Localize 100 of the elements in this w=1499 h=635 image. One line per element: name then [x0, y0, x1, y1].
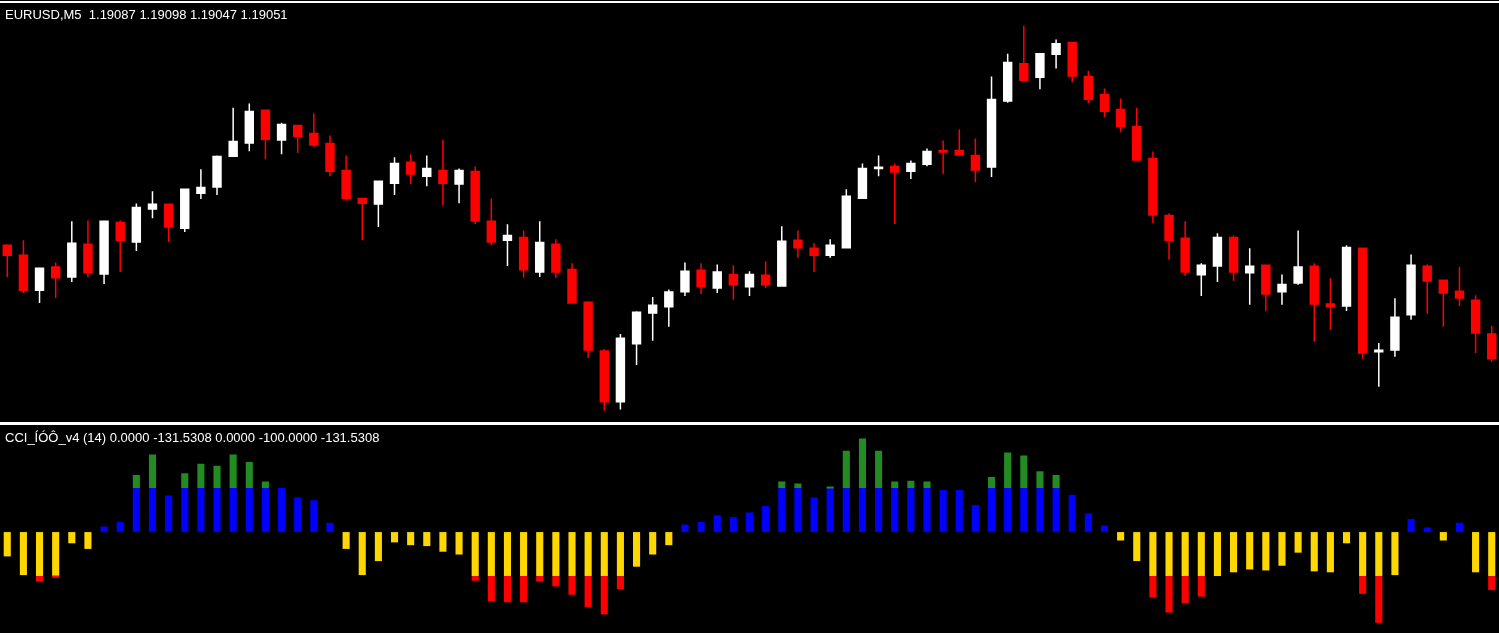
- bar: [1375, 532, 1383, 577]
- candlestick: [1487, 325, 1497, 363]
- candlestick: [567, 262, 577, 304]
- candlestick: [163, 202, 174, 243]
- bar: [1213, 532, 1221, 577]
- candlestick: [583, 300, 593, 359]
- candlestick: [1454, 266, 1465, 307]
- bar: [1020, 488, 1028, 533]
- candlestick: [986, 75, 997, 178]
- candlestick: [1180, 220, 1190, 277]
- bar: [842, 450, 850, 489]
- bar: [455, 532, 463, 555]
- bar: [1004, 488, 1012, 533]
- bar: [842, 488, 850, 533]
- candlestick: [1277, 273, 1287, 306]
- bar: [1197, 576, 1205, 597]
- bar: [116, 521, 124, 533]
- candlestick: [1261, 263, 1271, 312]
- bar: [197, 488, 205, 533]
- bar: [600, 532, 608, 577]
- candlestick: [1132, 106, 1142, 161]
- bar: [229, 488, 237, 533]
- bar: [100, 526, 108, 533]
- bar: [1020, 455, 1028, 489]
- bar: [536, 532, 544, 577]
- bar: [939, 489, 947, 533]
- bar: [778, 488, 786, 533]
- bar: [923, 488, 931, 533]
- bar: [407, 532, 415, 546]
- bar: [503, 576, 512, 603]
- bar: [503, 532, 512, 577]
- candlestick: [502, 223, 513, 267]
- candlestick: [1035, 53, 1045, 90]
- candlestick: [1406, 253, 1416, 321]
- bar: [1052, 475, 1060, 489]
- bar: [1246, 532, 1254, 570]
- candlestick: [260, 109, 271, 161]
- bar: [568, 576, 576, 595]
- candlestick: [1357, 247, 1368, 360]
- bar: [132, 475, 140, 489]
- bar: [1278, 532, 1286, 566]
- bar: [52, 532, 60, 577]
- candlestick: [744, 270, 755, 297]
- bar: [536, 576, 544, 582]
- bar: [584, 576, 592, 607]
- candlestick: [147, 190, 158, 219]
- candlestick: [244, 102, 254, 152]
- bar: [68, 532, 76, 544]
- chart-title: CCI_ÍÓÔ_v4 (14) 0.0000 -131.5308 0.0000 -100.0000 -131.5308: [5, 430, 380, 445]
- bar: [310, 500, 318, 533]
- bar: [278, 488, 286, 533]
- candlestick: [1470, 294, 1481, 354]
- bar: [1310, 532, 1318, 572]
- candlestick: [954, 128, 964, 156]
- bar: [342, 532, 350, 549]
- bar: [810, 497, 818, 533]
- candlestick: [712, 263, 722, 294]
- bar: [471, 532, 479, 577]
- candlestick: [1438, 279, 1449, 328]
- bar: [197, 463, 205, 489]
- candlestick: [470, 165, 480, 225]
- bar: [181, 473, 189, 489]
- candlestick: [841, 188, 852, 249]
- bar: [875, 488, 883, 533]
- bar: [1117, 532, 1125, 541]
- candlestick: [1293, 229, 1303, 286]
- candlestick: [34, 267, 45, 304]
- candlestick: [325, 134, 335, 177]
- candlestick: [615, 333, 626, 411]
- bar: [487, 576, 495, 602]
- candlestick: [50, 261, 61, 299]
- bar: [261, 488, 269, 533]
- candlestick: [389, 156, 400, 196]
- candlestick: [599, 348, 609, 412]
- bar: [891, 488, 899, 533]
- bar: [1359, 576, 1367, 594]
- bar: [1181, 576, 1189, 604]
- bar: [1004, 452, 1012, 489]
- candlestick: [422, 154, 432, 187]
- candlestick: [890, 162, 900, 225]
- candlestick: [1002, 53, 1013, 104]
- candlestick: [276, 121, 287, 156]
- bar: [390, 532, 399, 543]
- bar: [697, 521, 705, 533]
- bar: [1359, 532, 1367, 577]
- bar: [471, 576, 479, 581]
- bar: [1488, 576, 1496, 591]
- bar: [326, 522, 334, 533]
- candlestick: [1212, 232, 1223, 283]
- bar: [439, 532, 447, 552]
- bar: [35, 576, 44, 582]
- candlestick: [1245, 247, 1255, 306]
- candlestick: [1051, 38, 1061, 70]
- bar: [294, 497, 302, 533]
- candlestick: [1196, 262, 1206, 297]
- candlestick: [938, 139, 948, 175]
- bar: [1197, 532, 1205, 577]
- candlestick: [1148, 150, 1158, 224]
- candlestick: [309, 112, 319, 148]
- bar: [616, 576, 624, 590]
